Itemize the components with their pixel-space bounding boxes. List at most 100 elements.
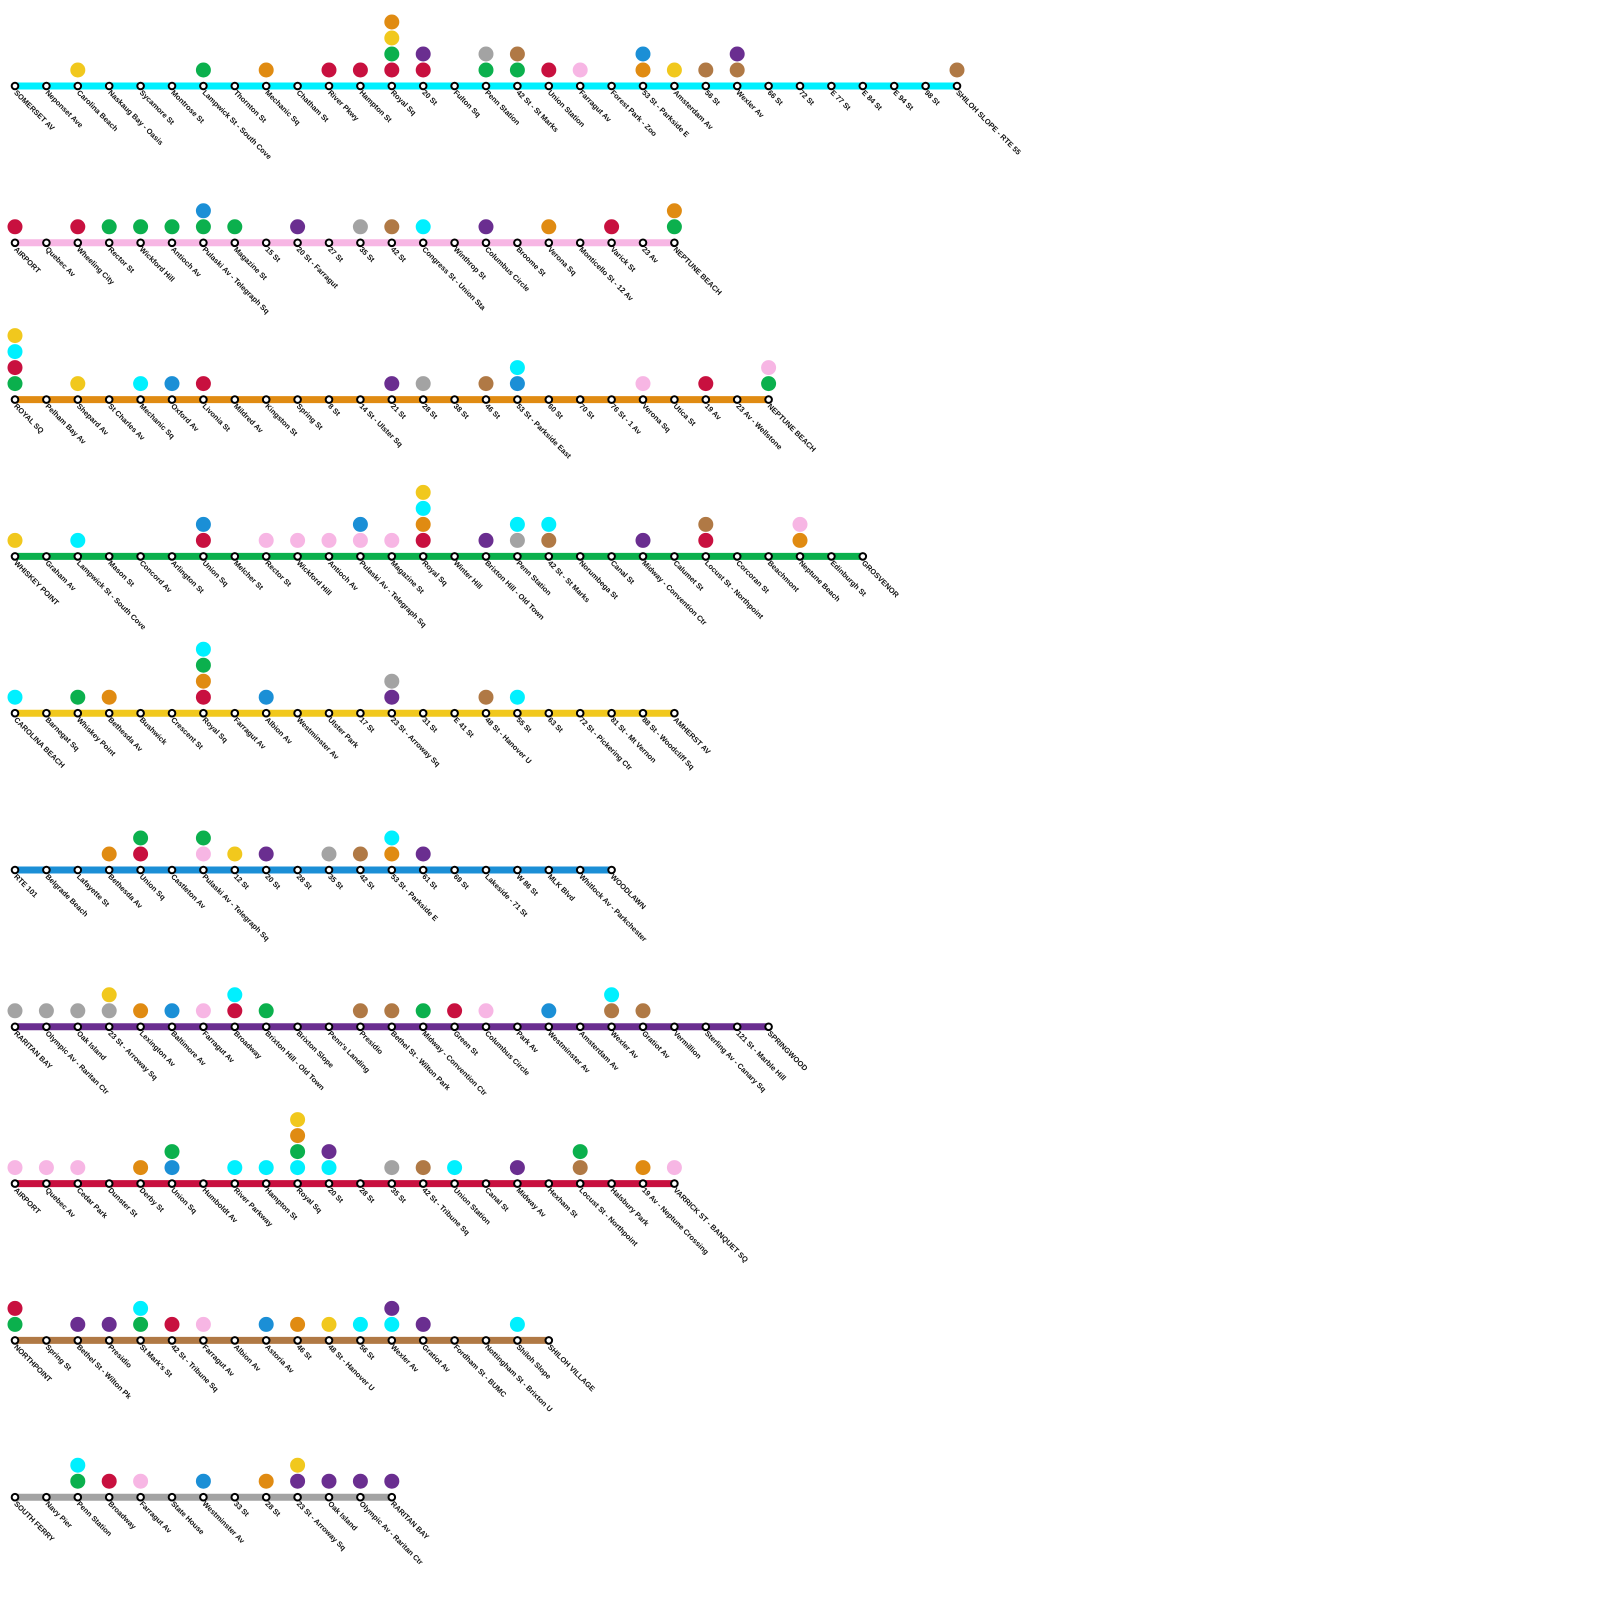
station [230,238,240,248]
transfer-dot [541,62,557,78]
station [795,81,805,91]
station-label: Oak Island [326,1499,359,1532]
station-label: Fulton Sq [452,88,483,119]
station [827,81,836,91]
transfer-dot [352,846,368,862]
station-label: Pulaski Av - Telegraph Sq [201,245,272,316]
transfer-dot [258,846,274,862]
transfer-dot [541,516,557,532]
station [670,1179,679,1188]
transfer-dot [7,1300,23,1316]
station-label: Farragut Av [232,715,268,751]
station [607,1022,616,1032]
transfer-dot [509,1160,525,1176]
transfer-dot [7,328,23,344]
station-label: Royal Sq [389,88,418,117]
station [167,1179,177,1188]
station [261,1022,271,1032]
station [261,552,271,561]
transfer-dot [321,1316,337,1332]
transfer-dot [101,1473,117,1489]
station-label: Fordham St - BUMC [452,1343,509,1400]
transfer-dot [195,62,211,78]
station [167,865,177,875]
transfer-dot [384,46,400,62]
station-label: Albion Av [263,715,294,746]
station [261,81,271,91]
transfer-dot [70,1003,86,1019]
transfer-dot [384,376,400,392]
station-label: Derby St [138,1186,167,1215]
station-label: 35 St [389,1186,408,1205]
station-label: 28 St [295,872,314,891]
station [73,395,83,404]
station [481,1179,491,1188]
transfer-dot [101,1316,117,1332]
transfer-dot [509,516,525,532]
station [670,238,679,248]
station-label: 56 St [703,88,722,107]
station [136,552,145,561]
station [324,708,334,718]
station [952,81,962,91]
transfer-dot [949,62,965,78]
station-label: Union Sq [138,872,168,902]
station [921,81,930,91]
station [575,1179,585,1188]
transfer-dot [258,1160,274,1176]
station [387,81,397,91]
transfer-dot [70,62,86,78]
transfer-dot [384,1316,400,1332]
station [10,1179,20,1188]
transfer-dot [478,532,494,548]
station [199,395,208,404]
transfer-dot [509,532,525,548]
station [450,81,459,91]
transfer-dot [541,532,557,548]
station-label: E 84 St [860,88,884,112]
station-label: 33 St [232,1499,251,1518]
station-label: Park Av [515,1029,541,1055]
transfer-dot [604,219,620,235]
station-label: Winter Hill [452,559,485,592]
transfer-dot [38,1003,54,1019]
station [544,395,554,404]
station [104,865,114,875]
station-label: 42 St [358,872,377,891]
station [167,81,177,91]
station [544,865,554,875]
transfer-dot [415,219,431,235]
station [324,1022,334,1032]
transfer-dot [195,830,211,846]
station-label: 23 Av [640,245,661,266]
station-label: Oxford Av [169,402,201,434]
transfer-dot [195,657,211,673]
station-label: RTE 101 [12,872,39,899]
transfer-dot [70,219,86,235]
station [889,81,899,91]
transfer-dot [195,219,211,235]
station [167,552,177,561]
station [607,865,616,875]
station [450,1336,459,1345]
transfer-dot [164,1144,180,1160]
station-label: AIRPORT [12,245,43,276]
station [293,1179,302,1188]
transfer-dot [352,1003,368,1019]
station-label: 38 St [452,402,471,421]
station [607,1179,616,1188]
station [167,1022,177,1032]
station [732,81,742,91]
transfer-dot [227,846,243,862]
station-label: Albion Av [232,1343,263,1374]
station [104,1492,114,1502]
transfer-dot [7,219,23,235]
station-label: Broadway [232,1029,264,1061]
station [387,552,397,561]
transfer-dot [195,1003,211,1019]
station [575,81,585,91]
transfer-dot [384,673,400,689]
station [293,708,302,718]
station [324,238,334,248]
transfer-dot [509,46,525,62]
